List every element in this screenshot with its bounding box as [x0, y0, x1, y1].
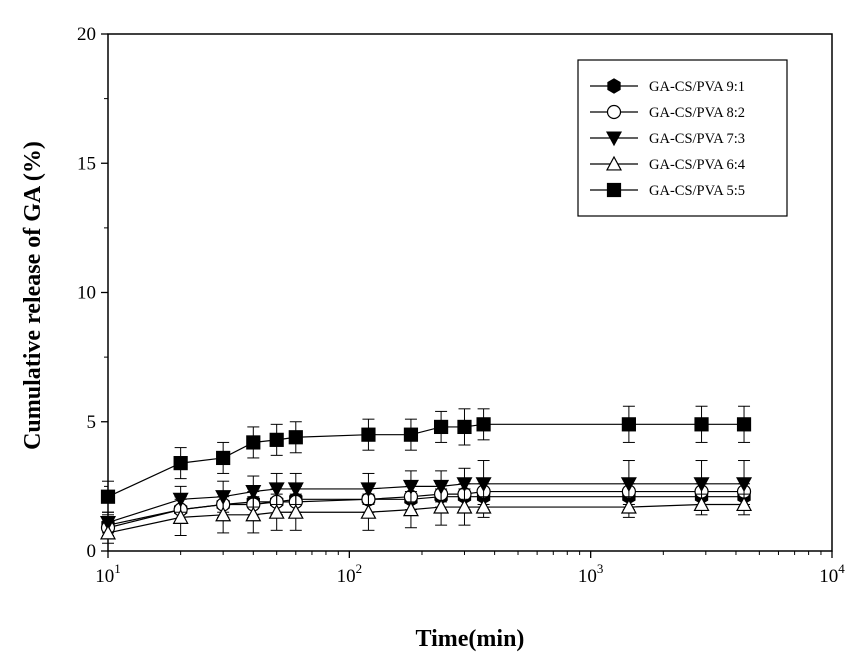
y-tick-label: 15	[77, 153, 96, 174]
legend-label: GA-CS/PVA 8:2	[649, 105, 745, 121]
y-tick-label: 20	[77, 24, 96, 45]
series-5	[100, 405, 752, 513]
data-point	[360, 482, 377, 498]
x-tick-base: 10	[337, 566, 356, 587]
legend-marker	[606, 182, 622, 198]
x-tick-label: 101	[95, 561, 121, 587]
legend-item: GA-CS/PVA 5:5	[590, 182, 745, 199]
x-tick-exponent: 4	[838, 561, 845, 576]
x-tick-label: 103	[578, 561, 604, 587]
legend-item: GA-CS/PVA 6:4	[590, 155, 746, 173]
legend-marker	[605, 155, 623, 171]
x-tick-base: 10	[95, 566, 114, 587]
data-point	[100, 489, 116, 504]
data-point	[268, 482, 285, 498]
data-point	[476, 417, 491, 432]
y-tick-label: 5	[87, 412, 97, 433]
data-point	[360, 503, 377, 519]
series-line	[107, 496, 745, 526]
data-point	[693, 496, 710, 512]
data-point	[246, 435, 261, 450]
data-point	[457, 419, 472, 435]
x-tick-base: 10	[578, 566, 597, 587]
x-axis-title: Time(min)	[416, 626, 525, 652]
data-point	[456, 498, 473, 514]
data-point	[245, 484, 262, 500]
x-axis: 101 102 103 104	[95, 551, 845, 587]
data-point	[736, 417, 752, 432]
data-point	[216, 450, 231, 466]
legend-marker	[606, 104, 622, 120]
series-4	[99, 488, 753, 544]
legend: GA-CS/PVA 9:1 GA-CS/PVA 8:2 GA-CS/PVA 7:3 G…	[577, 59, 788, 217]
legend-label: GA-CS/PVA 7:3	[649, 131, 745, 147]
data-point	[433, 498, 450, 514]
data-point	[172, 509, 189, 524]
series-line	[107, 503, 745, 534]
data-point	[361, 427, 376, 442]
x-tick-exponent: 1	[114, 561, 121, 576]
data-point	[403, 427, 419, 442]
data-point	[433, 419, 449, 435]
y-axis-title: Cumulative release of GA (%)	[20, 141, 46, 450]
series-layer	[99, 405, 753, 544]
data-point	[402, 479, 419, 495]
legend-item: GA-CS/PVA 7:3	[590, 131, 745, 147]
data-point	[215, 506, 232, 522]
x-tick-exponent: 3	[597, 561, 604, 576]
legend-item: GA-CS/PVA 8:2	[590, 104, 745, 121]
legend-item: GA-CS/PVA 9:1	[590, 78, 745, 95]
legend-marker	[607, 78, 621, 94]
data-point	[620, 477, 637, 493]
data-point	[173, 456, 188, 471]
data-point	[475, 498, 492, 514]
data-point	[736, 496, 753, 512]
y-axis: 0 5 10 15 20	[77, 24, 108, 562]
legend-label: GA-CS/PVA 9:1	[649, 79, 745, 95]
data-point	[99, 524, 117, 540]
x-tick-exponent: 2	[356, 561, 363, 576]
data-point	[433, 479, 450, 495]
legend-label: GA-CS/PVA 6:4	[649, 157, 746, 173]
data-point	[620, 498, 637, 514]
y-tick-label: 0	[87, 541, 97, 562]
data-point	[287, 503, 304, 519]
data-point	[621, 417, 636, 432]
legend-marker	[605, 131, 623, 147]
x-tick-base: 10	[819, 566, 838, 587]
x-tick-label: 104	[819, 561, 845, 587]
data-point	[402, 501, 419, 517]
data-point	[287, 482, 304, 498]
data-point	[288, 430, 303, 445]
legend-label: GA-CS/PVA 5:5	[649, 183, 745, 199]
data-point	[268, 503, 285, 519]
data-point	[694, 417, 709, 432]
data-point	[245, 506, 262, 522]
x-tick-label: 102	[337, 561, 363, 587]
data-point	[736, 477, 753, 493]
y-tick-label: 10	[77, 283, 96, 304]
data-point	[475, 477, 492, 493]
data-point	[269, 432, 284, 447]
data-point	[693, 477, 710, 493]
series-line	[107, 483, 745, 524]
data-point	[456, 477, 473, 493]
